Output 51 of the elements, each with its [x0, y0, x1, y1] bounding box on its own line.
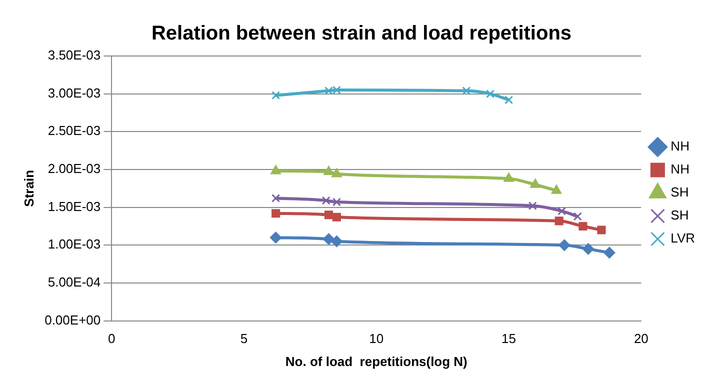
legend-label: NH — [670, 162, 690, 177]
point — [578, 222, 588, 231]
point — [604, 246, 616, 258]
point — [324, 210, 334, 220]
point — [332, 212, 341, 222]
point — [272, 194, 280, 203]
point — [582, 243, 594, 255]
y-tick-label: 5.00E-04 — [48, 274, 101, 290]
point — [558, 239, 570, 251]
point — [530, 178, 540, 188]
y-tick-label: 1.00E-03 — [48, 236, 101, 252]
y-tick-label: 3.50E-03 — [48, 48, 101, 63]
point — [330, 236, 342, 248]
legend-label: NH — [670, 138, 690, 154]
legend-label: SH — [670, 208, 689, 223]
chart-title: Relation between strain and load repetitions — [151, 22, 572, 45]
point — [462, 86, 471, 96]
legend-label: SH — [670, 184, 689, 200]
y-tick-label: 0.00E+00 — [44, 312, 101, 328]
point — [332, 198, 341, 206]
point — [551, 184, 562, 194]
point — [324, 86, 334, 96]
point — [332, 168, 342, 178]
point — [557, 206, 566, 216]
x-tick-label: 20 — [634, 331, 648, 346]
x-tick-label: 10 — [369, 331, 384, 346]
point — [332, 86, 341, 94]
legend-label: LVR — [670, 230, 696, 246]
y-tick-label: 2.00E-03 — [48, 161, 101, 176]
point — [486, 90, 495, 98]
y-axis-title: Strain — [21, 170, 36, 207]
x-axis-title: No. of load repetitions(log N) — [285, 354, 468, 369]
y-tick-label: 3.00E-03 — [48, 85, 101, 100]
point — [272, 209, 280, 218]
point — [528, 202, 537, 210]
point — [554, 216, 564, 226]
point — [597, 226, 606, 234]
point — [272, 91, 280, 100]
x-tick-label: 15 — [502, 331, 516, 346]
point — [270, 232, 282, 244]
point — [504, 96, 514, 104]
x-tick-label: 5 — [240, 331, 248, 346]
y-tick-label: 2.50E-03 — [48, 123, 101, 138]
point — [504, 172, 514, 182]
point — [573, 212, 582, 221]
y-tick-label: 1.50E-03 — [48, 198, 101, 214]
point — [270, 165, 281, 174]
point — [324, 166, 334, 176]
x-tick-label: 0 — [108, 331, 116, 346]
point — [322, 196, 330, 205]
point — [322, 233, 334, 245]
